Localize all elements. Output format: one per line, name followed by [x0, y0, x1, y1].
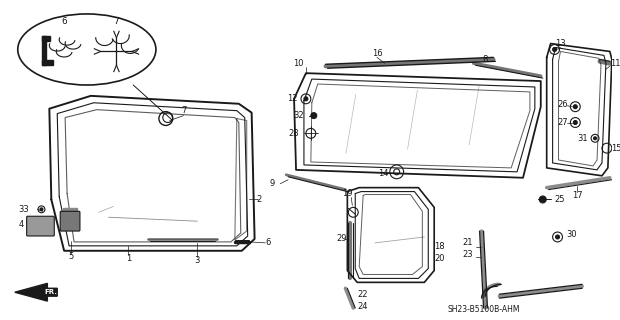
- Text: 28: 28: [289, 129, 299, 138]
- Text: 20: 20: [434, 254, 445, 263]
- Circle shape: [40, 208, 43, 211]
- Text: 5: 5: [68, 252, 74, 261]
- Polygon shape: [15, 283, 57, 301]
- Text: 33: 33: [19, 205, 29, 214]
- Text: 3: 3: [195, 256, 200, 265]
- Text: 26: 26: [557, 100, 568, 109]
- Text: 11: 11: [610, 59, 620, 68]
- Text: 7: 7: [113, 17, 119, 26]
- Circle shape: [311, 113, 317, 118]
- Circle shape: [574, 105, 577, 109]
- Text: 24: 24: [357, 301, 368, 310]
- Text: 9: 9: [270, 179, 275, 188]
- Text: 22: 22: [357, 290, 368, 299]
- Circle shape: [552, 47, 557, 52]
- Text: 23: 23: [463, 250, 473, 259]
- Circle shape: [539, 196, 546, 203]
- Text: 31: 31: [577, 134, 588, 143]
- Ellipse shape: [18, 14, 156, 85]
- Text: SH23-B5100B-AHM: SH23-B5100B-AHM: [447, 306, 520, 315]
- Circle shape: [304, 97, 308, 101]
- Text: 7: 7: [181, 106, 186, 115]
- Text: FR.: FR.: [45, 288, 57, 297]
- Circle shape: [32, 225, 35, 228]
- Polygon shape: [42, 36, 50, 41]
- Circle shape: [593, 137, 596, 140]
- Text: 30: 30: [567, 230, 577, 239]
- Polygon shape: [42, 60, 53, 65]
- Polygon shape: [63, 208, 77, 228]
- Text: 29: 29: [336, 235, 347, 244]
- Text: 18: 18: [434, 242, 445, 251]
- Text: 17: 17: [572, 191, 583, 200]
- Text: 6: 6: [266, 238, 271, 247]
- Text: 13: 13: [555, 39, 566, 48]
- Text: 25: 25: [554, 195, 565, 204]
- Text: 27: 27: [557, 118, 568, 127]
- Text: 15: 15: [611, 144, 620, 153]
- Text: 6: 6: [61, 17, 67, 26]
- Circle shape: [574, 121, 577, 124]
- FancyBboxPatch shape: [27, 216, 55, 236]
- Text: 14: 14: [378, 169, 388, 178]
- FancyBboxPatch shape: [60, 211, 80, 231]
- Circle shape: [44, 225, 47, 228]
- Circle shape: [556, 235, 559, 239]
- Polygon shape: [42, 36, 46, 65]
- Text: 21: 21: [463, 238, 473, 247]
- Text: 12: 12: [287, 94, 298, 103]
- Text: 32: 32: [294, 111, 304, 120]
- Text: 10: 10: [293, 59, 303, 68]
- Text: 16: 16: [371, 49, 383, 58]
- Text: FR.: FR.: [45, 289, 58, 295]
- Text: 19: 19: [342, 189, 353, 198]
- Text: 4: 4: [19, 220, 24, 229]
- Text: 1: 1: [126, 254, 131, 263]
- Text: 8: 8: [483, 55, 488, 64]
- Text: 2: 2: [256, 195, 261, 204]
